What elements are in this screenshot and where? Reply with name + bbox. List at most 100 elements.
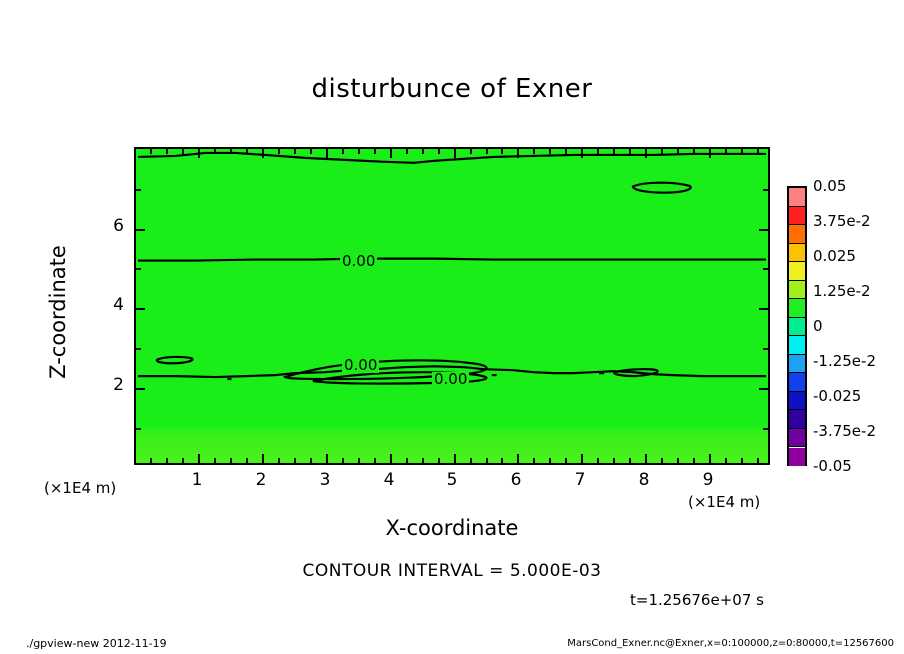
colorbar-cell bbox=[789, 188, 805, 207]
x-tick-minor bbox=[310, 458, 312, 463]
x-tick-major bbox=[645, 454, 647, 463]
colorbar-cell bbox=[789, 299, 805, 318]
y-tick-minor-right bbox=[763, 348, 768, 350]
x-tick-minor bbox=[757, 458, 759, 463]
colorbar-tick-label: 0 bbox=[813, 317, 823, 335]
x-tick-minor-top bbox=[166, 149, 168, 154]
x-tick-minor-top bbox=[725, 149, 727, 154]
x-tick-label: 5 bbox=[446, 470, 458, 490]
colorbar-cell bbox=[789, 262, 805, 281]
x-tick-label: 8 bbox=[638, 470, 650, 490]
x-tick-minor-top bbox=[294, 149, 296, 154]
x-tick-label: 6 bbox=[510, 470, 522, 490]
x-tick-major bbox=[454, 454, 456, 463]
x-tick-minor bbox=[150, 458, 152, 463]
colorbar-tick-label: -1.25e-2 bbox=[813, 352, 876, 370]
colorbar-cell bbox=[789, 354, 805, 374]
x-tick-major-top bbox=[581, 149, 583, 158]
y-tick-major-right bbox=[759, 388, 768, 390]
contour-field-fill bbox=[136, 149, 768, 463]
x-tick-minor-top bbox=[246, 149, 248, 154]
y-tick-label: 2 bbox=[113, 375, 124, 395]
x-tick-minor-top bbox=[150, 149, 152, 154]
x-tick-minor bbox=[278, 458, 280, 463]
colorbar-cell bbox=[789, 391, 805, 411]
x-tick-minor bbox=[486, 458, 488, 463]
x-tick-minor-top bbox=[565, 149, 567, 154]
x-tick-major-top bbox=[709, 149, 711, 158]
x-tick-minor bbox=[406, 458, 408, 463]
colorbar-tick-label: -3.75e-2 bbox=[813, 422, 876, 440]
colorbar-tick-label: 1.25e-2 bbox=[813, 282, 871, 300]
x-tick-minor-top bbox=[629, 149, 631, 154]
x-tick-minor bbox=[214, 458, 216, 463]
colorbar-cell bbox=[789, 280, 805, 300]
contour-interval-note: CONTOUR INTERVAL = 5.000E-03 bbox=[302, 561, 602, 581]
time-annotation: t=1.25676e+07 s bbox=[630, 591, 764, 609]
contour-lines bbox=[137, 151, 767, 385]
y-tick-minor bbox=[136, 428, 141, 430]
x-tick-minor-top bbox=[310, 149, 312, 154]
colorbar-cell bbox=[789, 225, 805, 244]
x-tick-minor-top bbox=[597, 149, 599, 154]
colorbar-tick-label: -0.05 bbox=[813, 457, 852, 475]
y-tick-major bbox=[136, 388, 145, 390]
x-tick-minor bbox=[725, 458, 727, 463]
x-tick-major-top bbox=[645, 149, 647, 158]
footer-source-label: MarsCond_Exner.nc@Exner,x=0:100000,z=0:8… bbox=[567, 638, 894, 649]
colorbar-cell bbox=[789, 317, 805, 337]
contour-label-lower-b: 0.00 bbox=[432, 370, 470, 388]
x-tick-minor-top bbox=[757, 149, 759, 154]
x-tick-major bbox=[326, 454, 328, 463]
colorbar-tick-label: 3.75e-2 bbox=[813, 212, 871, 230]
x-tick-minor-top bbox=[422, 149, 424, 154]
x-tick-minor-top bbox=[470, 149, 472, 154]
x-tick-major-top bbox=[517, 149, 519, 158]
plot-area: 0.00 0.00 0.00 bbox=[134, 147, 770, 465]
chart-title: disturbunce of Exner bbox=[311, 74, 593, 104]
x-tick-label: 2 bbox=[255, 470, 267, 490]
contour-label-mid: 0.00 bbox=[340, 252, 378, 270]
colorbar-cell bbox=[789, 243, 805, 263]
x-tick-minor bbox=[565, 458, 567, 463]
x-tick-major-top bbox=[262, 149, 264, 158]
x-tick-minor-top bbox=[374, 149, 376, 154]
x-tick-minor bbox=[422, 458, 424, 463]
y-tick-minor-right bbox=[763, 189, 768, 191]
x-tick-minor-top bbox=[613, 149, 615, 154]
colorbar-tick-label: -0.025 bbox=[813, 387, 862, 405]
x-tick-minor-top bbox=[438, 149, 440, 154]
x-tick-minor-top bbox=[230, 149, 232, 154]
x-tick-minor bbox=[693, 458, 695, 463]
contour-label-lower-a: 0.00 bbox=[342, 356, 380, 374]
x-tick-label: 3 bbox=[319, 470, 331, 490]
x-tick-label: 9 bbox=[702, 470, 714, 490]
x-tick-minor-top bbox=[358, 149, 360, 154]
x-tick-major bbox=[390, 454, 392, 463]
x-tick-minor bbox=[342, 458, 344, 463]
x-tick-minor-top bbox=[549, 149, 551, 154]
x-tick-minor-top bbox=[406, 149, 408, 154]
y-axis-unit-label: (×1E4 m) bbox=[44, 479, 117, 497]
x-tick-minor-top bbox=[501, 149, 503, 154]
x-tick-major-top bbox=[390, 149, 392, 158]
x-tick-major bbox=[262, 454, 264, 463]
x-tick-minor-top bbox=[741, 149, 743, 154]
x-tick-minor bbox=[358, 458, 360, 463]
x-tick-minor-top bbox=[677, 149, 679, 154]
y-tick-major-right bbox=[759, 229, 768, 231]
y-tick-major bbox=[136, 229, 145, 231]
x-tick-minor bbox=[246, 458, 248, 463]
x-tick-minor-top bbox=[214, 149, 216, 154]
x-tick-minor bbox=[741, 458, 743, 463]
x-tick-minor bbox=[374, 458, 376, 463]
y-tick-label: 4 bbox=[113, 295, 124, 315]
x-tick-minor bbox=[677, 458, 679, 463]
x-axis-title: X-coordinate bbox=[385, 516, 519, 540]
colorbar-cell bbox=[789, 336, 805, 355]
footer-command-label: ./gpview-new 2012-11-19 bbox=[26, 637, 167, 650]
x-tick-major-top bbox=[198, 149, 200, 158]
x-tick-minor bbox=[549, 458, 551, 463]
x-tick-major bbox=[709, 454, 711, 463]
x-tick-label: 1 bbox=[191, 470, 203, 490]
